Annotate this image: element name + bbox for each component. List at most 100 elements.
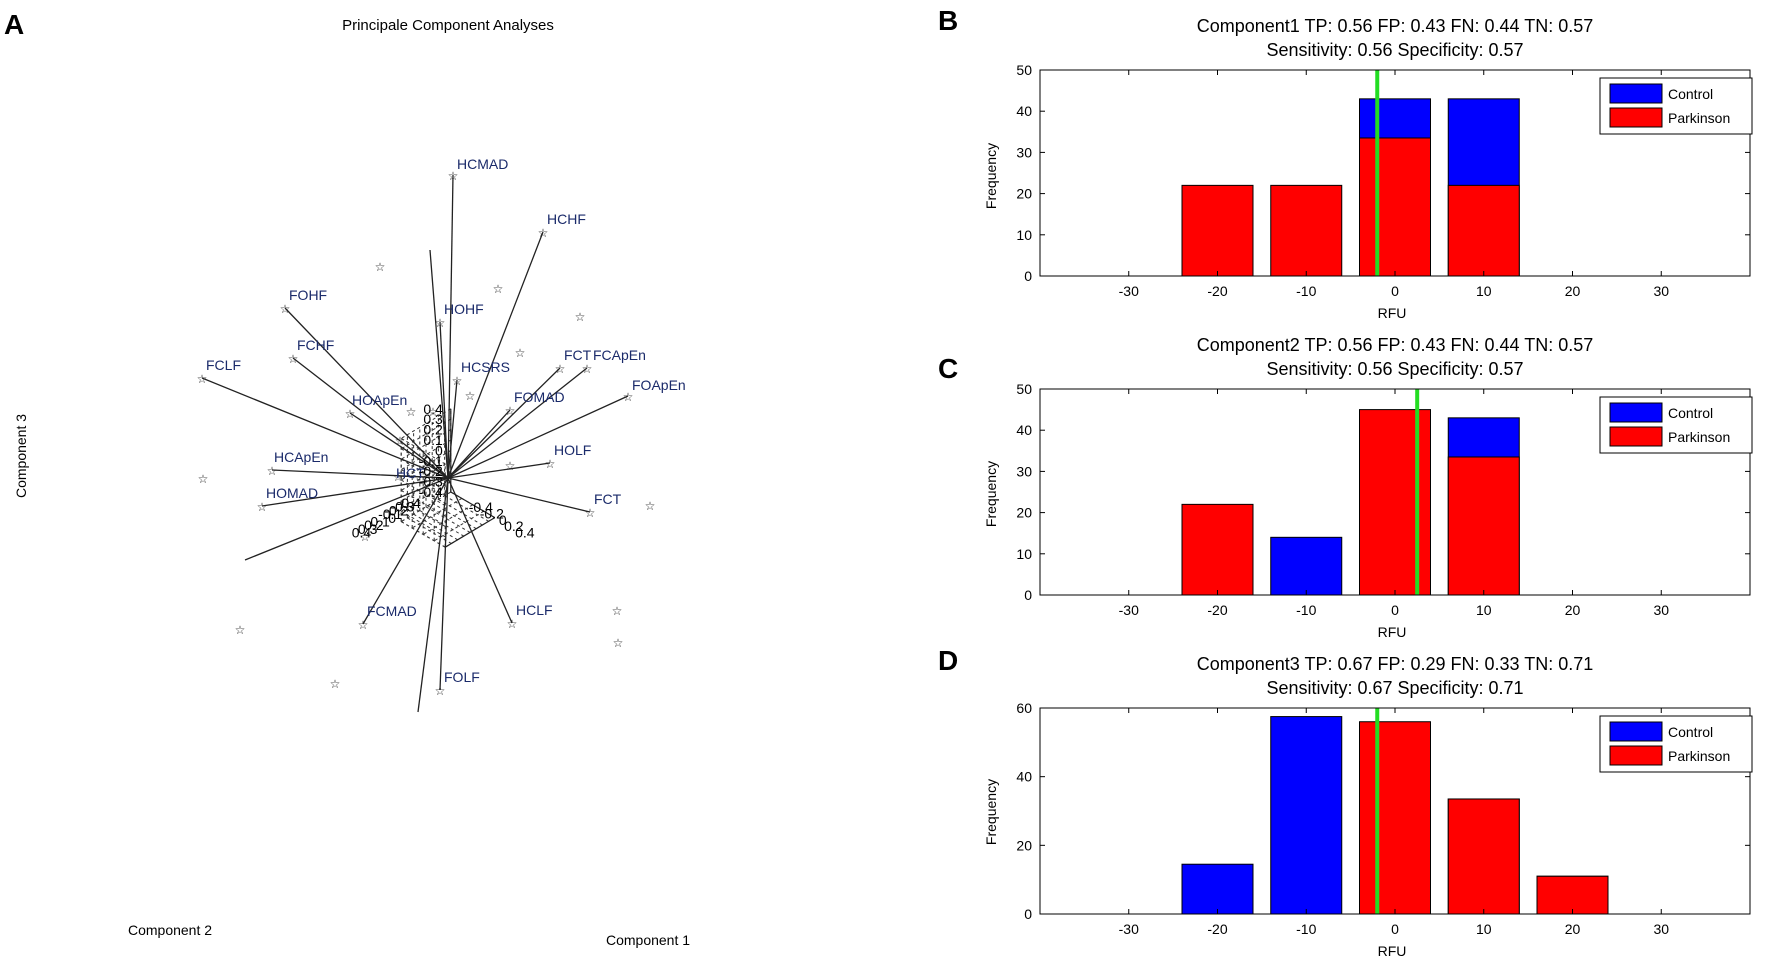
hist-c-xtick-3: 0 bbox=[1391, 602, 1399, 618]
pca-vector-tip-3: ☆ bbox=[288, 352, 299, 366]
hist-c-ytick-2: 20 bbox=[1016, 505, 1032, 521]
hist-b-xtick-2: -10 bbox=[1296, 283, 1316, 299]
pca-ytick-4: 0 bbox=[388, 510, 396, 526]
pca-vector-label-18: HCLF bbox=[516, 602, 553, 618]
pca-vector-19 bbox=[439, 477, 449, 691]
grid-back-z-2 bbox=[400, 470, 452, 502]
pca-xtick-3: 0.2 bbox=[504, 518, 524, 534]
hist-c-ytick-4: 40 bbox=[1016, 422, 1032, 438]
axis-x-edge bbox=[450, 491, 496, 519]
pca-vector-4 bbox=[201, 377, 449, 479]
pca-ztick-2: 0.2 bbox=[423, 422, 443, 438]
hist-c-legend-parkinson: Parkinson bbox=[1668, 429, 1730, 445]
hist-c-xtick-1: -20 bbox=[1207, 602, 1227, 618]
hist-c-legend-parkinson-swatch bbox=[1609, 426, 1663, 447]
pca-score-1: ☆ bbox=[493, 282, 504, 296]
grid-floor-y-4 bbox=[425, 506, 471, 533]
pca-score-13: ☆ bbox=[395, 434, 406, 448]
pca-ytick-6: -0.2 bbox=[384, 502, 408, 518]
pca-ztick-0: 0.4 bbox=[423, 401, 443, 417]
pca-title: Principale Component Analyses bbox=[342, 17, 554, 34]
pca-vector-label-8: FCApEn bbox=[593, 347, 646, 363]
pca-ytick-8: -0.4 bbox=[397, 495, 421, 511]
pca-vector-tip-17: ☆ bbox=[358, 618, 369, 632]
pca-ylabel: Component 2 bbox=[128, 922, 212, 938]
pca-vector-5 bbox=[439, 321, 449, 479]
pca-score-11: ☆ bbox=[613, 636, 624, 650]
hist-c-xtick-5: 20 bbox=[1565, 602, 1581, 618]
hist-b-title-line1: Component1 TP: 0.56 FP: 0.43 FN: 0.44 TN… bbox=[1197, 16, 1594, 36]
pca-vectors: ☆HCMAD☆HCHF☆FOHF☆FCHF☆FCLF☆HOHF☆HCSRS ☆FC… bbox=[197, 156, 686, 713]
hist-b-xtick-6: 30 bbox=[1653, 283, 1669, 299]
pca-vector-tip-19: ☆ bbox=[435, 684, 446, 698]
pca-ytick-3: 0.1 bbox=[370, 514, 390, 530]
hist-b-xtick-3: 0 bbox=[1391, 283, 1399, 299]
hist-d-ytick-3: 60 bbox=[1016, 700, 1032, 716]
hist-b-xtick-1: -20 bbox=[1207, 283, 1227, 299]
hist-d-xtick-5: 20 bbox=[1565, 921, 1581, 937]
pca-vector-tip-11: ☆ bbox=[505, 404, 516, 418]
pca-zlabel: Component 3 bbox=[13, 414, 29, 498]
pca-vector-tip-8: ☆ bbox=[582, 362, 593, 376]
hist-d-legend: Control Parkinson bbox=[1599, 715, 1753, 773]
pca-ytick-0: 0.4 bbox=[352, 525, 372, 541]
grid-back-z-6 bbox=[400, 429, 452, 460]
panel-letter-a: A bbox=[4, 9, 24, 40]
pca-score-14: ☆ bbox=[465, 389, 476, 403]
pca-score-6: ☆ bbox=[645, 499, 656, 513]
hist-b-ytick-4: 40 bbox=[1016, 103, 1032, 119]
hist-b-ytick-1: 10 bbox=[1016, 227, 1032, 243]
grid-floor-x-0 bbox=[400, 491, 452, 523]
pca-vector-6 bbox=[447, 379, 458, 479]
pca-vector-tip-5: ☆ bbox=[435, 316, 446, 330]
hist-b-plot: -30 -20 -10 0 10 20 30 0 10 20 30 40 50 bbox=[1016, 62, 1751, 299]
pca-vector-8 bbox=[447, 367, 588, 479]
hist-d-xtick-3: 0 bbox=[1391, 921, 1399, 937]
pca-ztick-7: -0.3 bbox=[419, 474, 443, 490]
pca-vector-10 bbox=[349, 412, 449, 479]
grid-back-z-1 bbox=[400, 481, 452, 512]
pca-score-4: ☆ bbox=[428, 405, 439, 419]
pca-ztick-8: -0.4 bbox=[419, 484, 443, 500]
hist-d-title-line1: Component3 TP: 0.67 FP: 0.29 FN: 0.33 TN… bbox=[1197, 654, 1594, 674]
pca-score-15: ☆ bbox=[515, 346, 526, 360]
pca-vector-11 bbox=[447, 409, 511, 479]
hist-d-bar-control-1 bbox=[1270, 716, 1343, 915]
hist-b-xtick-0: -30 bbox=[1119, 283, 1139, 299]
hist-c-xtick-4: 10 bbox=[1476, 602, 1492, 618]
hist-d-legend-parkinson: Parkinson bbox=[1668, 748, 1730, 764]
hist-c-bar-parkinson-0 bbox=[1181, 503, 1254, 596]
pca-score-0: ☆ bbox=[375, 260, 386, 274]
hist-d-bar-parkinson-3 bbox=[1447, 798, 1520, 915]
pca-score-2: ☆ bbox=[575, 310, 586, 324]
pca-vector-tip-10: ☆ bbox=[345, 407, 356, 421]
pca-vector-17 bbox=[362, 477, 449, 625]
hist-b-ytick-3: 30 bbox=[1016, 144, 1032, 160]
grid-back-z-8 bbox=[400, 408, 452, 439]
pca-score-5: ☆ bbox=[198, 472, 209, 486]
grid-back-z-7 bbox=[400, 418, 452, 450]
pca-score-10: ☆ bbox=[612, 604, 623, 618]
grid-floor-y-8 bbox=[400, 521, 446, 548]
pca-vector-label-5: HOHF bbox=[444, 301, 484, 317]
hist-b-ytick-5: 50 bbox=[1016, 62, 1032, 78]
pca-vector-tip-2: ☆ bbox=[280, 302, 291, 316]
pca-vector-label-10: HOApEn bbox=[352, 392, 407, 408]
pca-vector-label-9: FOApEn bbox=[632, 377, 686, 393]
pca-vector-label-14: HCT bbox=[396, 465, 425, 481]
hist-b-legend-parkinson: Parkinson bbox=[1668, 110, 1730, 126]
pca-vector-label-4: FCLF bbox=[206, 357, 241, 373]
hist-c-xlabel: RFU bbox=[1378, 624, 1407, 640]
pca-ztick-3: 0.1 bbox=[423, 432, 443, 448]
hist-c-title-line1: Component2 TP: 0.56 FP: 0.43 FN: 0.44 TN… bbox=[1197, 335, 1594, 355]
hist-d-xtick-1: -20 bbox=[1207, 921, 1227, 937]
pca-vector-extra-2 bbox=[429, 249, 449, 479]
pca-vector-tip-15: ☆ bbox=[545, 457, 556, 471]
pca-vector-tip-1: ☆ bbox=[538, 226, 549, 240]
grid-back-z-4 bbox=[400, 449, 452, 481]
pca-vector-3 bbox=[292, 357, 449, 479]
grid-back-z-3 bbox=[400, 460, 452, 491]
pca-vector-label-11: FOMAD bbox=[514, 389, 565, 405]
pca-vector-label-19: FOLF bbox=[444, 669, 480, 685]
pca-vector-label-0: HCMAD bbox=[457, 156, 508, 172]
